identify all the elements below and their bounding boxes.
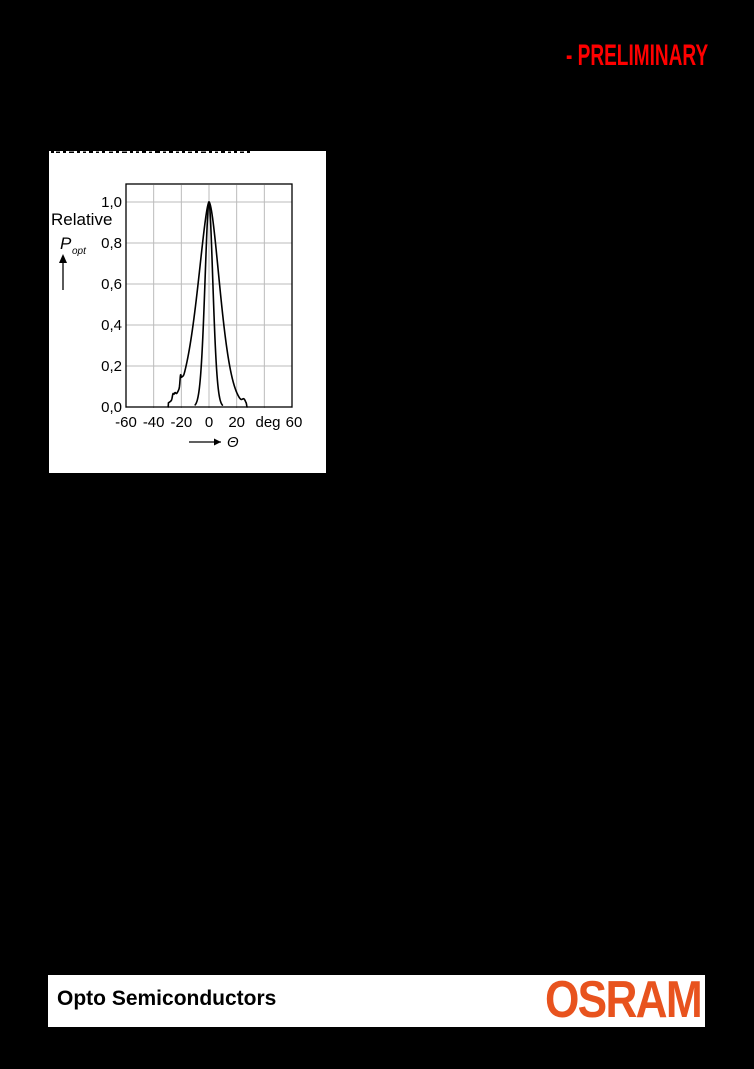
svg-text:60: 60 <box>286 414 303 431</box>
svg-text:1,0: 1,0 <box>101 194 122 211</box>
svg-text:0,4: 0,4 <box>101 317 122 334</box>
svg-text:20: 20 <box>228 414 245 431</box>
svg-text:0,6: 0,6 <box>101 276 122 293</box>
svg-text:-60: -60 <box>115 414 137 431</box>
svg-text:Θ: Θ <box>227 434 239 451</box>
svg-text:opt: opt <box>72 246 87 257</box>
svg-text:0,8: 0,8 <box>101 235 122 252</box>
svg-text:deg: deg <box>255 414 280 431</box>
svg-text:0: 0 <box>205 414 213 431</box>
svg-text:Relative: Relative <box>51 210 112 229</box>
svg-text:0,2: 0,2 <box>101 358 122 375</box>
svg-text:-20: -20 <box>170 414 192 431</box>
svg-text:-40: -40 <box>143 414 165 431</box>
svg-text:P: P <box>60 234 72 253</box>
